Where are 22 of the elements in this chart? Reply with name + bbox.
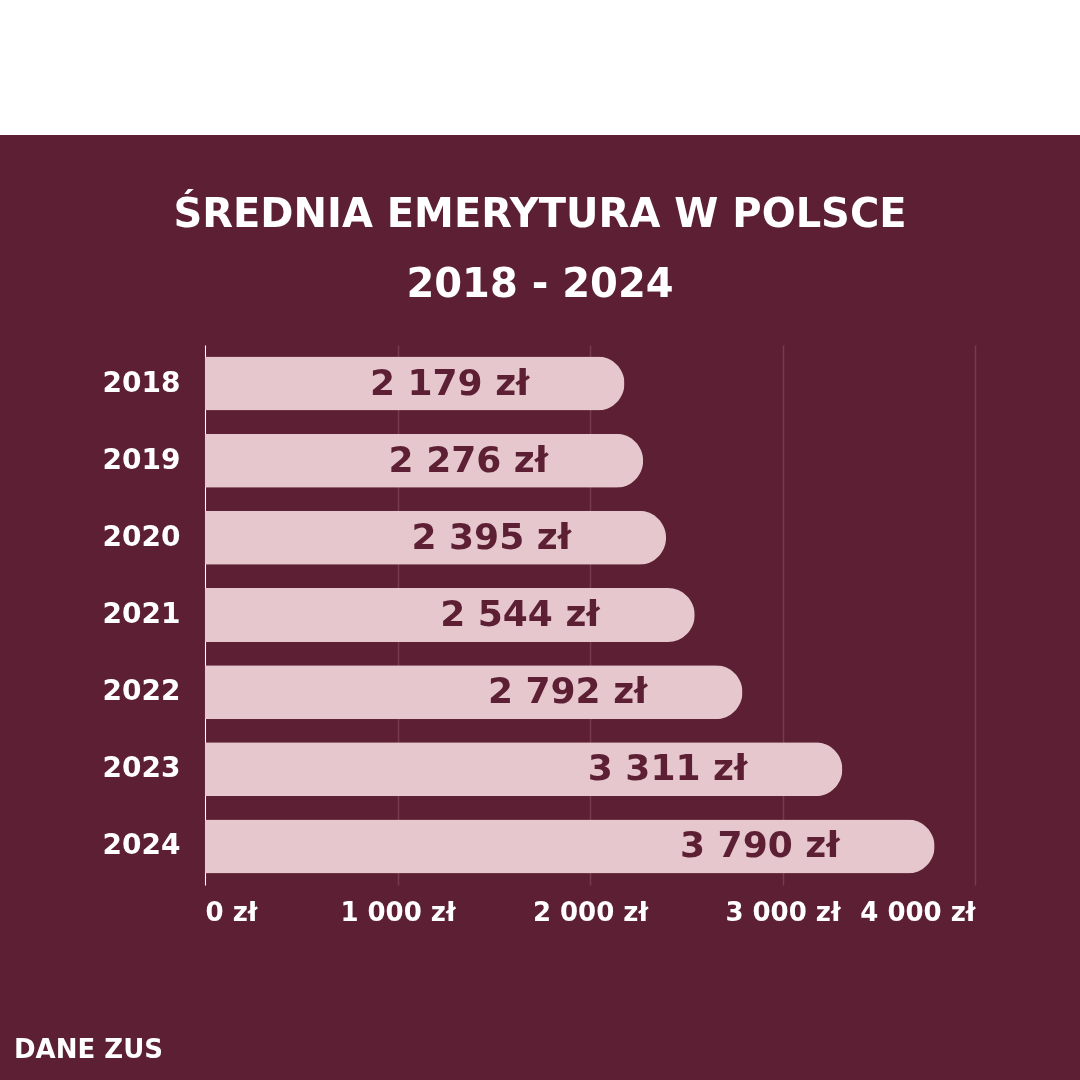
y-tick-label: 2023 xyxy=(102,751,181,785)
y-tick-label: 2018 xyxy=(102,365,181,399)
data-label: 2 395 zł xyxy=(411,515,573,557)
data-label: 2 544 zł xyxy=(440,593,602,634)
y-tick-label: 2022 xyxy=(102,674,181,708)
y-tick-label: 2021 xyxy=(102,597,181,630)
data-label: 3 311 zł xyxy=(587,747,749,789)
x-tick-label: 1 000 zł xyxy=(340,896,457,927)
data-label: 2 179 zł xyxy=(369,361,532,403)
y-tick-label: 2020 xyxy=(102,519,181,553)
chart-title: ŚREDNIA EMERYTURA W POLSCE xyxy=(173,189,907,236)
y-tick-label: 2019 xyxy=(102,442,181,476)
chart-subtitle: 2018 - 2024 xyxy=(406,260,674,306)
data-label: 3 790 zł xyxy=(680,824,842,866)
data-label: 2 276 zł xyxy=(388,438,550,480)
data-label: 2 792 zł xyxy=(487,670,650,712)
x-tick-label: 2 000 zł xyxy=(532,896,650,927)
x-tick-label: 4 000 zł xyxy=(860,896,977,927)
y-tick-label: 2024 xyxy=(102,828,181,862)
text: DANE ZUS xyxy=(14,1034,163,1064)
x-tick-label: 3 000 zł xyxy=(725,896,842,927)
x-tick-label: 0 zł xyxy=(205,896,259,927)
